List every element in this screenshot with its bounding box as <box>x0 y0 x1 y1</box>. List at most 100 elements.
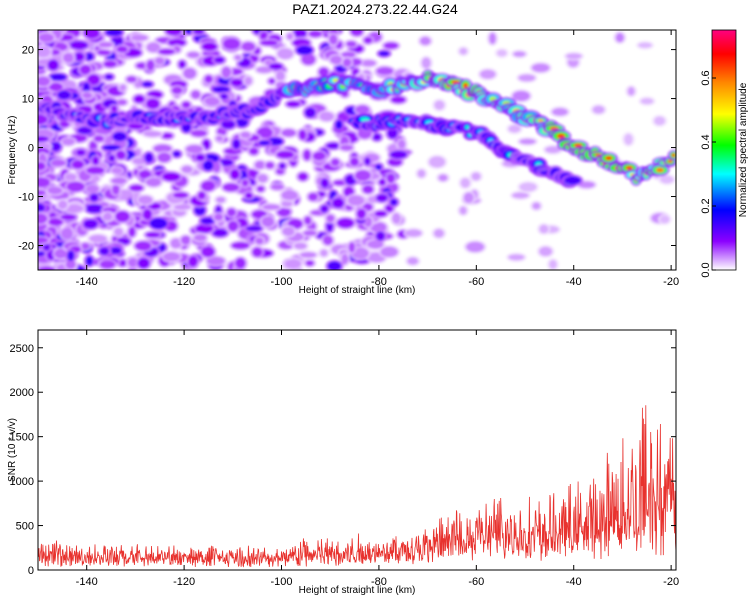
spectral-blob <box>241 42 256 52</box>
spectral-blob <box>303 149 311 161</box>
spectral-blob <box>76 149 86 156</box>
spectral-blob <box>92 156 100 166</box>
spectral-blob <box>196 154 205 162</box>
spectral-blob <box>341 254 349 265</box>
spectral-blob <box>99 42 113 48</box>
spectral-blob <box>171 86 183 94</box>
spectral-blob <box>372 133 382 141</box>
spectral-blob <box>252 247 262 257</box>
spectral-blob <box>513 51 526 57</box>
spectral-blob <box>65 204 83 213</box>
spectral-blob <box>459 48 468 55</box>
spectral-blob <box>387 128 398 139</box>
spectral-blob <box>133 95 145 104</box>
x-tick-label: -40 <box>566 276 582 288</box>
spectral-blob <box>466 242 485 252</box>
spectral-blob <box>85 52 94 61</box>
spectral-blob <box>153 144 172 153</box>
spectral-blob <box>362 185 374 194</box>
spectral-blob <box>50 140 62 152</box>
spectral-blob-core <box>667 159 673 163</box>
spectral-blob <box>340 145 353 151</box>
spectral-blob <box>63 53 74 63</box>
spectral-blob <box>471 172 481 181</box>
spectral-blob <box>94 135 104 142</box>
spectral-blob <box>262 204 281 210</box>
spectral-blob <box>80 64 91 75</box>
spectral-blob <box>195 224 213 234</box>
spectral-blob <box>131 34 148 41</box>
spectral-blob <box>260 40 278 46</box>
spectral-blob <box>194 234 207 241</box>
snr-x-axis: -140 -120 -100 -80 -60 -40 -20 <box>76 330 679 588</box>
spectral-blob <box>282 227 295 236</box>
spectral-blob <box>277 207 291 217</box>
y-tick-label: 500 <box>16 521 34 533</box>
x-tick-label: -120 <box>173 276 195 288</box>
spectrogram-y-label: Frequency (Hz) <box>7 116 18 185</box>
spectral-blob <box>230 169 240 180</box>
spectral-blob <box>335 120 343 130</box>
spectral-blob-core <box>625 165 633 170</box>
snr-y-axis: 0 500 1000 1500 2000 2500 <box>10 343 676 577</box>
spectral-blob <box>227 221 238 232</box>
spectral-blob <box>48 218 63 226</box>
spectral-blob <box>58 200 68 209</box>
spectral-blob <box>549 259 557 269</box>
spectral-blob <box>212 86 230 93</box>
spectral-blob <box>312 151 326 161</box>
spectral-blob <box>87 74 100 85</box>
spectral-blob <box>407 257 419 265</box>
spectral-blob <box>83 30 100 39</box>
spectral-blob <box>281 190 298 200</box>
spectral-blob <box>38 203 45 213</box>
spectral-blob <box>245 192 253 199</box>
spectral-blob <box>105 30 123 37</box>
spectrogram-y-axis: -20 -10 0 10 20 <box>18 45 676 253</box>
spectral-blob <box>188 256 198 267</box>
y-tick-label: 2000 <box>10 387 34 399</box>
spectral-blob <box>204 97 220 106</box>
spectrogram-frame <box>37 29 677 271</box>
spectral-blob <box>142 209 152 220</box>
colorbar-label: Normalized spectral amplitude <box>738 82 749 217</box>
x-tick-label: -60 <box>468 576 484 588</box>
spectral-blob <box>110 247 122 255</box>
spectral-blob <box>654 116 666 126</box>
spectral-blob <box>49 82 63 91</box>
spectral-blob <box>173 192 189 199</box>
spectrogram-x-label: Height of straight line (km) <box>299 285 416 296</box>
spectral-blob <box>168 39 186 47</box>
spectral-blob <box>38 76 50 86</box>
spectral-blob <box>129 184 144 192</box>
spectral-blob <box>281 200 293 207</box>
spectral-blob <box>261 216 274 227</box>
spectral-blob <box>99 247 110 255</box>
spectral-blob <box>216 196 226 203</box>
spectral-blob <box>99 260 115 269</box>
spectral-blob <box>276 71 285 81</box>
spectral-blob <box>332 198 345 209</box>
spectral-blob <box>305 260 314 266</box>
x-tick-label: -80 <box>371 276 387 288</box>
snr-y-label: SNR (10 * v/v) <box>7 418 18 482</box>
spectral-blob <box>286 101 300 108</box>
x-tick-label: -100 <box>270 276 292 288</box>
spectral-blob <box>163 252 180 261</box>
spectral-blob-core <box>671 153 676 158</box>
spectral-blob <box>346 41 357 47</box>
spectral-blob <box>42 243 51 251</box>
spectral-blob <box>356 208 366 219</box>
spectral-blob <box>519 182 537 192</box>
spectral-blob <box>320 205 329 213</box>
spectral-blob <box>480 69 496 79</box>
spectral-blob <box>398 140 406 149</box>
spectral-blob <box>375 231 385 241</box>
spectral-blob <box>459 206 467 215</box>
spectral-blob <box>508 254 525 261</box>
spectral-blob <box>70 41 89 50</box>
spectral-blob <box>89 193 99 202</box>
spectral-blob <box>370 222 387 232</box>
colorbar-tick-label: 0.2 <box>700 198 712 213</box>
spectral-blob <box>104 74 114 80</box>
